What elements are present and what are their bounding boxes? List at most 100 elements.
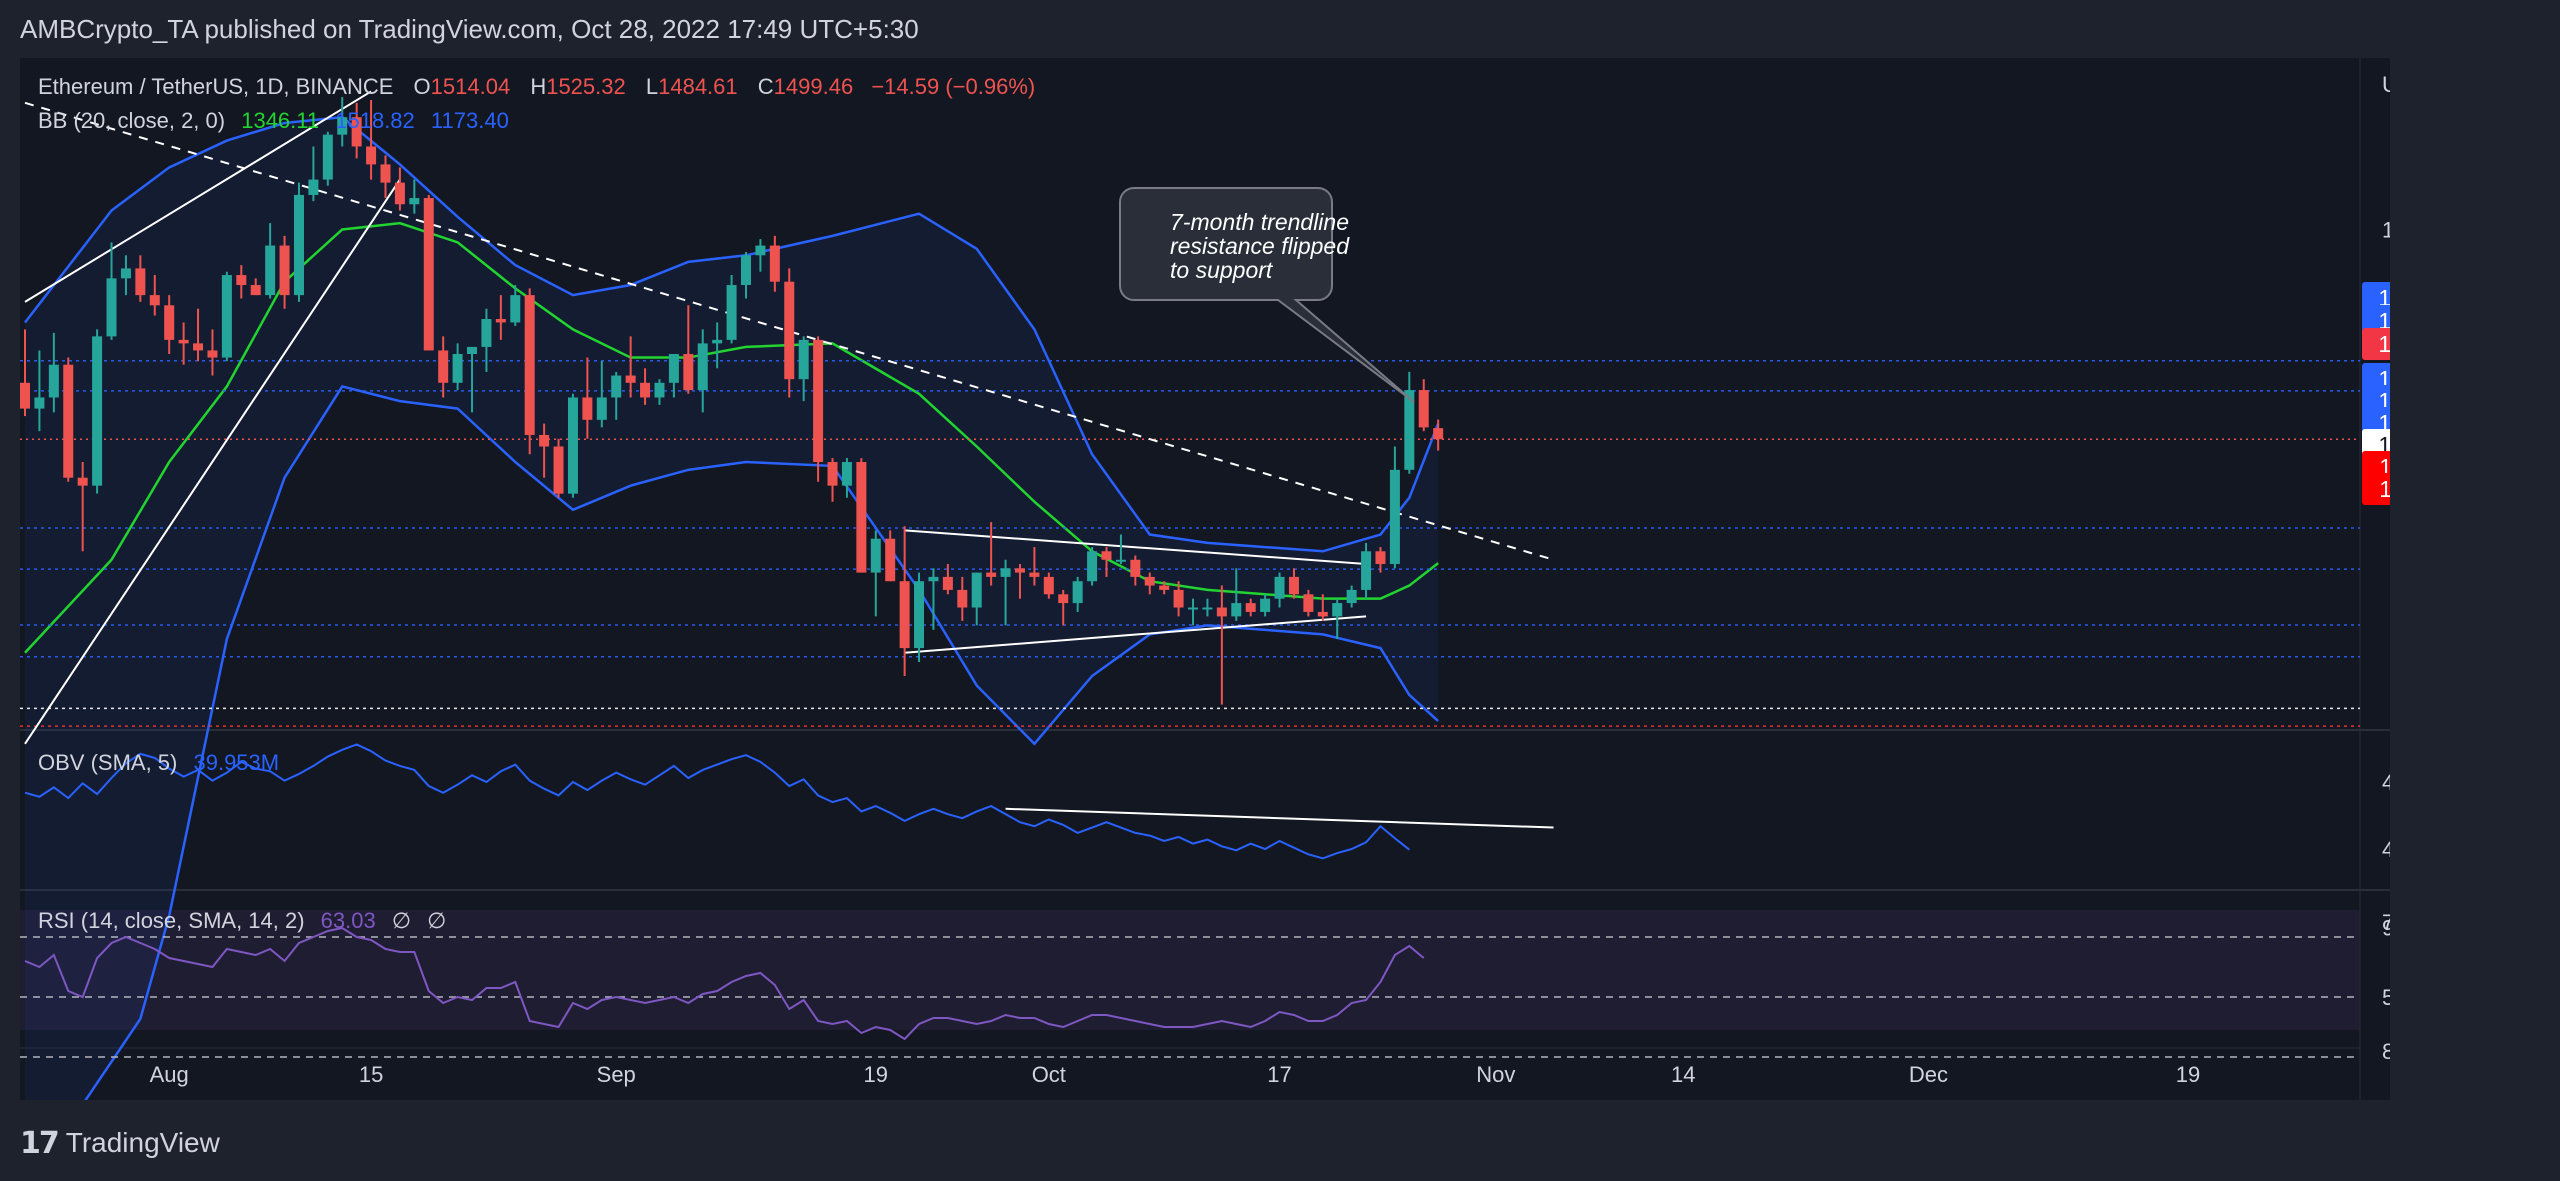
candle-body — [957, 589, 968, 608]
close-label: C — [758, 74, 774, 99]
candle-body — [1072, 581, 1083, 604]
rsi-band-fill — [20, 910, 2360, 1030]
candle-body — [77, 477, 88, 486]
candle-body — [120, 268, 131, 279]
candle-body — [438, 350, 449, 383]
candle-body — [452, 354, 463, 383]
candle-body — [582, 397, 593, 420]
candle-body — [899, 581, 910, 649]
candle-body — [769, 245, 780, 282]
candle-body — [467, 346, 478, 355]
candle-body — [856, 461, 867, 573]
price-badge-label: 1240.64 — [2378, 432, 2390, 458]
candle-body — [1389, 469, 1400, 565]
candle-body — [1303, 594, 1314, 612]
trendline-dashed — [24, 101, 1554, 561]
candle-body — [986, 572, 997, 577]
chart-svg[interactable]: 7-month trendline resistance flipped to … — [20, 58, 2390, 1100]
high-value: 1525.32 — [546, 74, 626, 99]
candle-body — [1173, 589, 1184, 608]
candle-body — [1014, 568, 1025, 573]
candle-body — [1317, 611, 1328, 617]
candle-body — [34, 397, 45, 409]
candle-body — [366, 146, 377, 165]
tradingview-logo-icon: 𝟭𝟳 — [20, 1126, 60, 1160]
price-tick-label: 880.00 — [2382, 1039, 2390, 1064]
bb-basis-value: 1346.11 — [241, 108, 319, 133]
svg-text:BB (20, close, 2, 0) 1: BB (20, close, 2, 0) 1346.11 1518.82 117… — [38, 108, 509, 133]
candle-body — [640, 382, 651, 398]
rsi-extra-2: ∅ — [427, 908, 446, 933]
obv-trendline — [1005, 807, 1554, 829]
candle-body — [1288, 576, 1299, 595]
time-tick-label: 14 — [1671, 1062, 1695, 1087]
price-badge-label: 1339.04 — [2378, 388, 2390, 414]
candle-body — [683, 354, 694, 391]
candle-body — [553, 446, 564, 494]
candle-body — [712, 339, 723, 344]
candle-body — [1332, 603, 1343, 617]
open-label: O — [414, 74, 431, 99]
publish-header: AMBCrypto_TA published on TradingView.co… — [20, 14, 919, 44]
symbol-label: Ethereum / TetherUS, 1D, BINANCE — [38, 74, 393, 99]
price-legend: Ethereum / TetherUS, 1D, BINANCE O1514.0… — [38, 74, 1035, 133]
candle-body — [1144, 576, 1155, 586]
candle-body — [495, 318, 506, 323]
candle-body — [1029, 572, 1040, 577]
candle-body — [741, 255, 751, 286]
candle-body — [1202, 607, 1213, 610]
candle-body — [48, 364, 59, 398]
candle-body — [596, 397, 607, 420]
candle-body — [1101, 551, 1112, 560]
candle-body — [1418, 390, 1429, 428]
candle-body — [236, 275, 247, 286]
candle-body — [423, 198, 434, 351]
candle-body — [1245, 603, 1256, 612]
candle-body — [380, 164, 391, 183]
currency-label: USDT — [2382, 72, 2390, 97]
candle-body — [668, 354, 679, 383]
candle-body — [726, 285, 737, 340]
high-label: H — [530, 74, 546, 99]
trendline — [904, 615, 1367, 654]
candle-body — [1216, 607, 1227, 617]
bb-upper-value: 1518.82 — [335, 108, 415, 133]
candle-body — [914, 581, 925, 649]
tradingview-logo[interactable]: 𝟭𝟳 TradingView — [20, 1126, 220, 1160]
time-tick-label: 19 — [2176, 1062, 2200, 1087]
obv-legend: OBV (SMA, 5) 39.953M — [38, 750, 279, 775]
time-tick-label: Oct — [1032, 1062, 1066, 1087]
candle-body — [178, 339, 189, 344]
price-badge — [2362, 473, 2390, 505]
candle-body — [524, 295, 535, 435]
annotation-line-1: 7-month trendline — [1170, 209, 1349, 235]
annotation-bubble — [1119, 187, 1415, 403]
price-badge-label: 1563.87 — [2378, 308, 2390, 334]
price-badge-label: 1499.46 — [2378, 331, 2390, 357]
trendline — [904, 529, 1367, 566]
price-badge-label: 1167.86 — [2379, 476, 2390, 502]
candle-body — [625, 375, 636, 383]
obv-tick-label: 45M — [2382, 770, 2390, 795]
obv-value: 39.953M — [193, 750, 279, 775]
obv-label: OBV (SMA, 5) — [38, 750, 177, 775]
candle-body — [106, 278, 117, 337]
bb-fill — [25, 117, 1439, 1100]
rsi-tick-label: 75.00 — [2382, 910, 2390, 935]
candle-body — [20, 382, 30, 409]
candle-body — [1260, 598, 1271, 612]
candle-body — [870, 538, 881, 573]
candle-body — [755, 245, 766, 256]
candle-body — [942, 576, 953, 590]
chart-frame[interactable]: 7-month trendline resistance flipped to … — [20, 58, 2390, 1100]
candle-body — [1000, 568, 1011, 577]
candle-body — [63, 364, 74, 478]
candle-body — [1433, 428, 1444, 440]
candle-body — [207, 350, 218, 358]
price-tick-label: 1800.00 — [2382, 218, 2390, 243]
candle-body — [1087, 551, 1098, 582]
candle-body — [1346, 589, 1357, 604]
trendline — [24, 90, 372, 303]
candle-body — [1274, 576, 1285, 599]
candle-body — [827, 461, 838, 486]
